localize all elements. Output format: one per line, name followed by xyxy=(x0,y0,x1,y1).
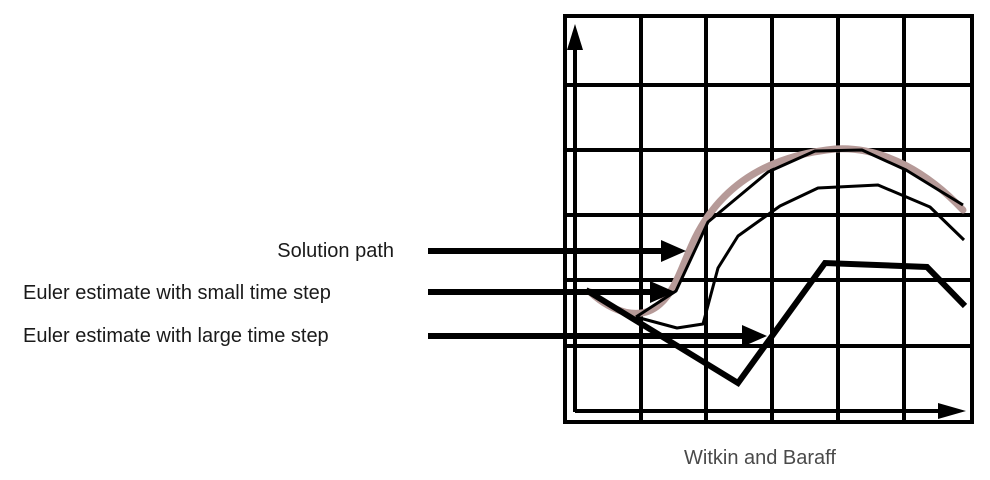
credit-text: Witkin and Baraff xyxy=(684,447,836,469)
euler-large-step-line xyxy=(584,259,968,388)
solution-path-label: Solution path xyxy=(277,240,394,262)
pointer-arrows xyxy=(428,240,767,347)
arrowhead-icon xyxy=(661,240,686,262)
euler-small-step-label: Euler estimate with small time step xyxy=(23,282,331,304)
solution-path-curve xyxy=(586,145,967,317)
x-axis-arrowhead xyxy=(938,403,966,419)
arrowhead-icon xyxy=(742,325,767,347)
graph-frame xyxy=(563,14,974,424)
euler-small-step-line xyxy=(635,148,964,319)
euler-small-step-line xyxy=(635,183,966,330)
grid xyxy=(565,16,972,422)
y-axis-arrowhead xyxy=(567,24,583,50)
euler-large-step-label: Euler estimate with large time step xyxy=(23,325,329,347)
arrowhead-icon xyxy=(650,281,675,303)
